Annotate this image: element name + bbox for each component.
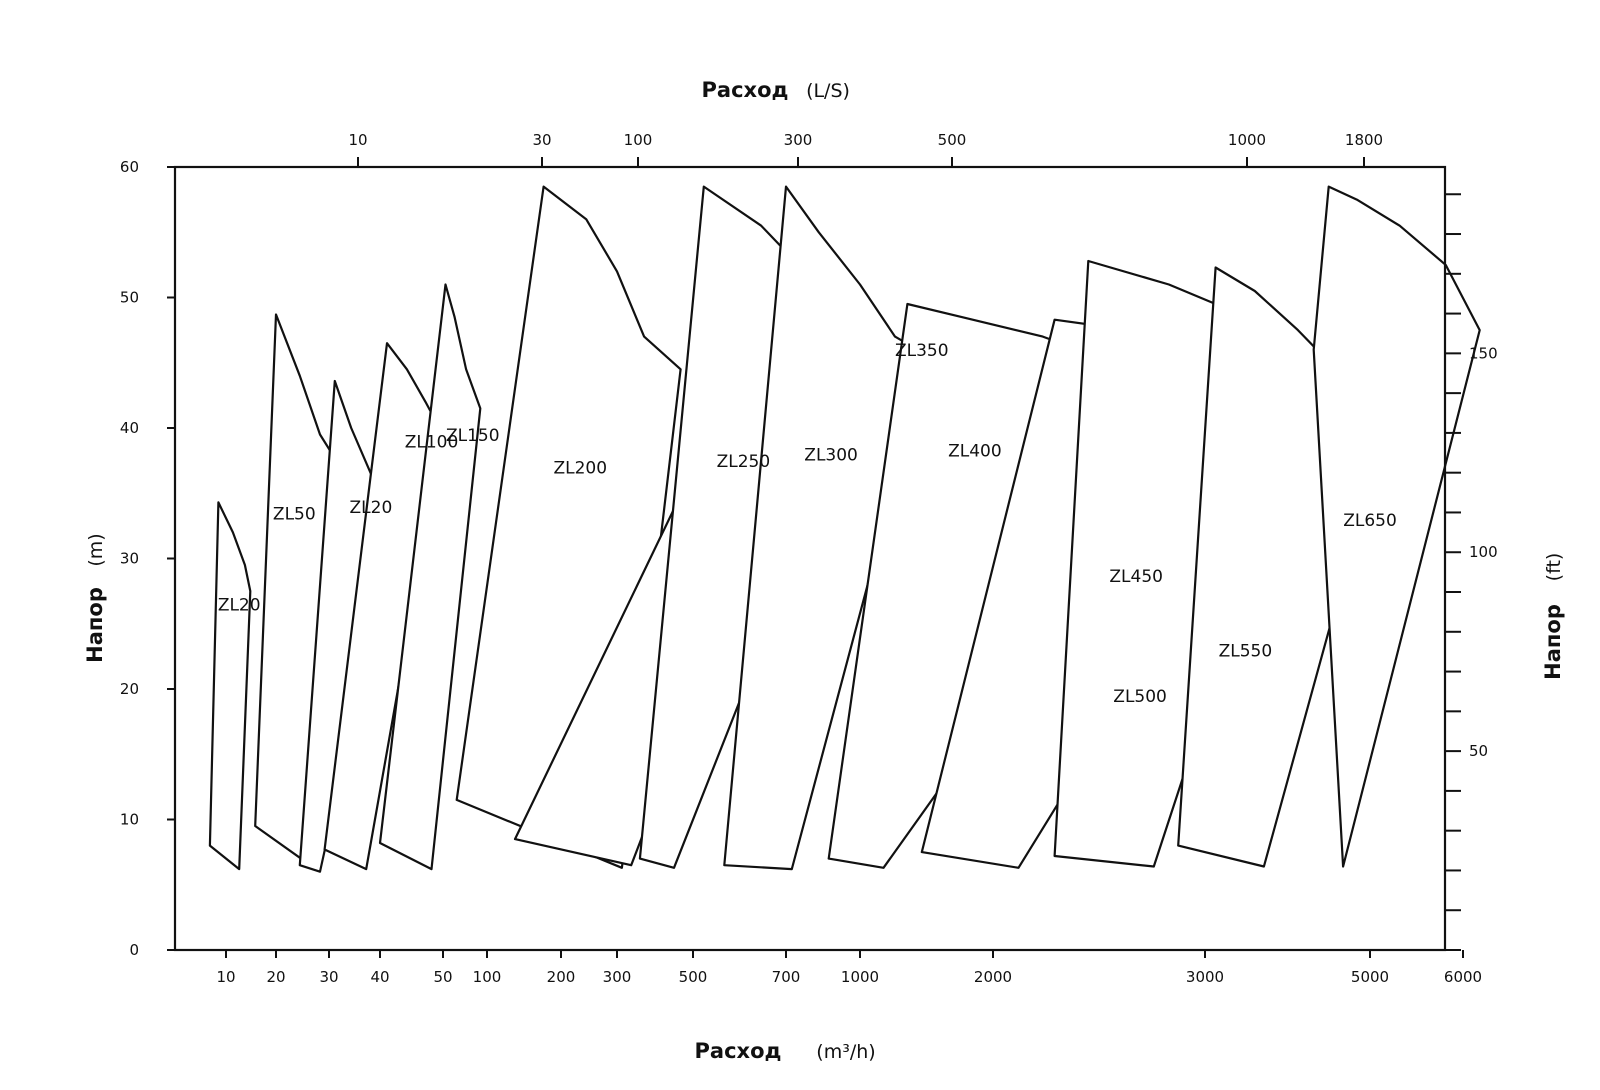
top-tick-label: 1800 <box>1345 131 1383 149</box>
top-tick-label: 30 <box>532 131 551 149</box>
bottom-tick-label: 5000 <box>1351 968 1389 986</box>
bottom-tick-label: 300 <box>603 968 632 986</box>
zone-label-zl500-12: ZL500 <box>1113 687 1167 707</box>
left-tick-label: 30 <box>120 550 139 568</box>
zone-label-zl20-3: ZL20 <box>350 498 393 518</box>
zone-zl100-4 <box>323 342 445 871</box>
top-axis-ticks: 10 30 100 300 500 1000 1800 <box>348 131 1383 167</box>
pump-zones <box>208 185 1481 873</box>
top-axis-unit: (L/S) <box>806 80 850 102</box>
bottom-tick-label: 10 <box>216 968 235 986</box>
zone-label-zl550-13: ZL550 <box>1219 641 1273 661</box>
zone-label-zl350-9: ZL350 <box>895 341 949 361</box>
bottom-tick-label: 40 <box>370 968 389 986</box>
bottom-tick-label: 30 <box>319 968 338 986</box>
left-axis-unit: (m) <box>85 533 107 566</box>
top-tick-label: 500 <box>938 131 967 149</box>
top-axis-title: Расход <box>702 78 789 102</box>
bottom-axis-unit: (m³/h) <box>816 1041 875 1063</box>
zone-label-zl650-14: ZL650 <box>1343 511 1397 531</box>
bottom-tick-label: 50 <box>433 968 452 986</box>
zone-label-zl300-8: ZL300 <box>804 446 858 466</box>
right-tick-label: 150 <box>1469 344 1498 362</box>
bottom-tick-label: 700 <box>772 968 801 986</box>
bottom-tick-label: 100 <box>473 968 502 986</box>
zone-label-zl50-2: ZL50 <box>273 504 316 524</box>
zone-zl350-9 <box>723 185 930 871</box>
left-tick-label: 10 <box>120 811 139 829</box>
top-tick-label: 10 <box>348 131 367 149</box>
left-tick-label: 50 <box>120 289 139 307</box>
right-tick-label: 50 <box>1469 742 1488 760</box>
left-tick-label: 40 <box>120 419 139 437</box>
right-tick-label: 100 <box>1469 543 1498 561</box>
bottom-tick-label: 6000 <box>1444 968 1482 986</box>
zone-label-zl200-6: ZL200 <box>554 459 608 479</box>
zone-label-zl20-1: ZL20 <box>218 596 261 616</box>
zone-label-zl250-7: ZL250 <box>717 452 771 472</box>
bottom-axis-ticks: 10 20 30 40 50 100 200 300 500 700 1000 2000 3000 500… <box>216 950 1482 986</box>
bottom-axis-title: Расход <box>695 1039 782 1063</box>
left-tick-label: 0 <box>129 941 139 959</box>
left-axis-ticks: 0 10 20 30 40 50 60 <box>120 158 175 959</box>
bottom-tick-label: 500 <box>679 968 708 986</box>
left-tick-label: 20 <box>120 680 139 698</box>
bottom-tick-label: 3000 <box>1186 968 1224 986</box>
zone-label-zl400-10: ZL400 <box>948 442 1002 462</box>
zone-zl650-14 <box>1312 185 1481 868</box>
zone-label-zl450-11: ZL450 <box>1109 567 1163 587</box>
top-tick-label: 1000 <box>1228 131 1266 149</box>
zone-label-zl100-4: ZL100 <box>405 433 459 453</box>
bottom-tick-label: 1000 <box>841 968 879 986</box>
left-tick-label: 60 <box>120 158 139 176</box>
right-axis-title: Напор <box>1541 604 1565 680</box>
bottom-tick-label: 200 <box>547 968 576 986</box>
right-axis-unit: (ft) <box>1543 553 1565 582</box>
bottom-tick-label: 20 <box>266 968 285 986</box>
zone-label-zl150-5: ZL150 <box>446 426 500 446</box>
zone-zl150-5 <box>378 283 482 871</box>
top-tick-label: 100 <box>624 131 653 149</box>
top-tick-label: 300 <box>784 131 813 149</box>
bottom-tick-label: 2000 <box>974 968 1012 986</box>
left-axis-title: Напор <box>83 587 107 663</box>
zone-zl20-1 <box>208 501 252 871</box>
right-axis-ticks: 50 100 150 <box>1445 193 1498 951</box>
